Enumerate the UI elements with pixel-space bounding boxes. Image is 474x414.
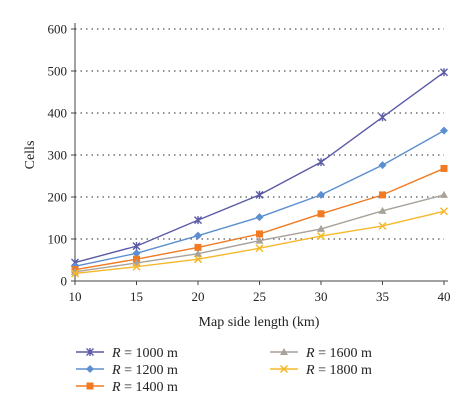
data-point: [317, 224, 325, 232]
data-point: [440, 68, 448, 77]
legend-marker: [279, 364, 289, 374]
data-point: [132, 262, 141, 271]
data-point: [439, 207, 449, 216]
legend-marker: [86, 348, 94, 356]
y-tick-label: 100: [48, 232, 68, 247]
data-point: [378, 113, 387, 122]
x-tick-label: 10: [69, 289, 82, 304]
x-tick-label: 20: [192, 289, 205, 304]
legend-label: R = 1200 m: [111, 363, 178, 378]
legend-marker: [280, 348, 288, 355]
y-tick-label: 400: [48, 106, 68, 121]
legend-item: R = 1400 m: [76, 380, 178, 395]
legend-item: R = 1600 m: [270, 346, 372, 361]
x-axis-title: Map side length (km): [199, 315, 320, 330]
x-tick-label: 40: [438, 289, 451, 304]
legend-marker: [86, 382, 94, 390]
legend-item: R = 1200 m: [76, 363, 178, 378]
data-point: [194, 249, 202, 257]
y-tick-label: 0: [61, 274, 68, 289]
data-point: [194, 243, 202, 251]
legend-label: R = 1600 m: [305, 346, 372, 361]
x-tick-label: 15: [130, 289, 143, 304]
data-point: [255, 213, 264, 222]
data-point: [317, 158, 325, 167]
data-point: [379, 191, 386, 199]
y-tick-label: 500: [48, 64, 68, 79]
x-tick-labels: 10 15 20 25 30 35 40: [69, 289, 451, 304]
data-point: [194, 216, 202, 225]
data-point: [378, 161, 387, 170]
data-point: [256, 230, 263, 238]
legend: R = 1000 m R = 1200 m R = 1400 m R = 1600 m…: [76, 346, 372, 395]
legend-marker: [86, 365, 94, 373]
x-tick-label: 35: [376, 289, 389, 304]
data-point: [317, 190, 325, 199]
y-tick-label: 300: [48, 148, 68, 163]
data-point: [132, 242, 141, 251]
data-point: [255, 244, 264, 253]
series-group: [70, 68, 449, 278]
data-point: [317, 210, 325, 218]
data-point: [193, 255, 203, 264]
data-point: [440, 190, 448, 198]
data-point: [316, 232, 326, 241]
y-tick-labels: 0 100 200 300 400 500 600: [48, 22, 68, 289]
axes: [71, 23, 448, 285]
data-point: [255, 190, 264, 199]
y-tick-label: 200: [48, 190, 68, 205]
data-point: [132, 249, 141, 258]
y-tick-label: 600: [48, 22, 68, 37]
data-point: [378, 221, 387, 231]
legend-label: R = 1000 m: [111, 346, 178, 361]
data-point: [440, 126, 448, 135]
legend-item: R = 1000 m: [76, 346, 178, 361]
data-point: [378, 206, 387, 214]
data-point: [70, 269, 80, 278]
legend-item: R = 1800 m: [270, 363, 372, 378]
legend-label: R = 1400 m: [111, 380, 178, 395]
gridlines: [75, 28, 444, 240]
data-point: [255, 236, 264, 244]
x-tick-label: 25: [253, 289, 266, 304]
x-tick-label: 30: [315, 289, 328, 304]
y-axis-title: Cells: [23, 141, 38, 170]
data-point: [440, 164, 448, 172]
legend-label: R = 1800 m: [305, 363, 372, 378]
data-point: [194, 231, 202, 240]
